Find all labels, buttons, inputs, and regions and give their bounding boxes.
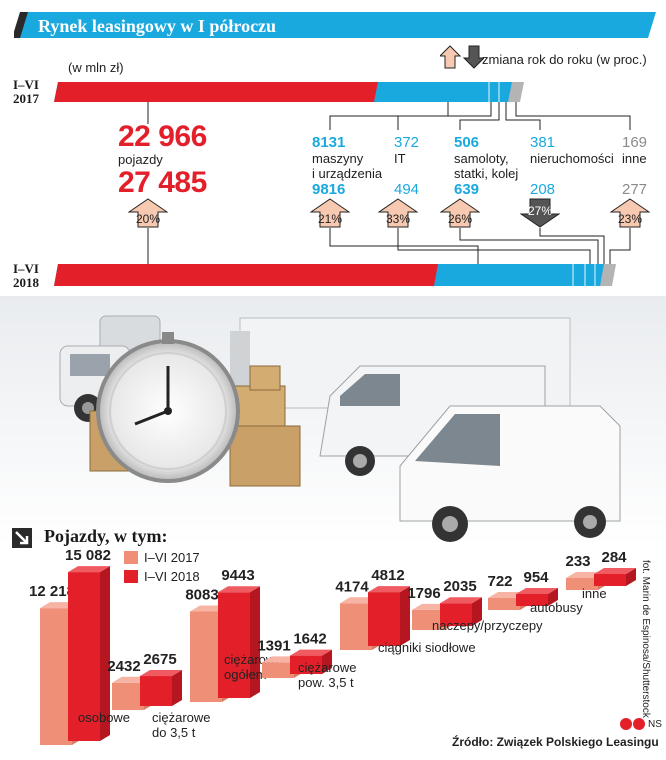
category-label: ciężarowe pow. 3,5 t	[298, 660, 357, 690]
category-label: ciężarowe do 3,5 t	[152, 710, 211, 740]
category-label: ciągniki siodłowe	[378, 640, 476, 655]
segment-value-2017: 381	[530, 134, 556, 151]
bar-2018-6	[516, 588, 558, 606]
segment-label: maszyny i urządzenia	[312, 151, 383, 181]
segment-value-2017: 8131	[312, 134, 346, 151]
bar-value-label: 2675	[143, 651, 176, 668]
bar-value-label: 2035	[443, 578, 476, 595]
category-label: inne	[582, 586, 607, 601]
segment-value-2018: 9816	[312, 181, 346, 198]
year-label-2018: I–VI 2018	[12, 261, 39, 290]
category-label: naczepy/przyczepy	[432, 618, 543, 633]
segment-value-2017: 372	[394, 134, 420, 151]
bar-value-label: 15 082	[65, 547, 111, 564]
photo-credit: fot. Marin de Espinosa/Shutterstock	[640, 560, 651, 718]
bar-2018-4	[368, 586, 410, 646]
bar-2018-7	[594, 568, 636, 586]
publisher-logo: NS	[620, 718, 662, 730]
logo-text: NS	[648, 718, 662, 730]
bar-value-label: 233	[565, 553, 590, 570]
segment-machines-arrow-up-icon	[310, 198, 350, 228]
small-van-image	[399, 405, 621, 542]
bar-value-label: 2432	[107, 658, 140, 675]
arrow-up-icon	[440, 45, 462, 69]
vehicles-2017-value: 22 966	[118, 120, 207, 153]
bar-value-label: 9443	[221, 567, 254, 584]
photo-illustration	[0, 296, 666, 546]
chart-legend: I–VI 2017 I–VI 2018	[124, 550, 200, 584]
bar-value-label: 722	[487, 573, 512, 590]
bar-value-label: 284	[601, 549, 627, 566]
segment-it-arrow-up-icon	[378, 198, 418, 228]
segment-value-2018: 277	[622, 181, 648, 198]
bar-2018-3	[290, 649, 332, 674]
vehicles-bar-chart: 12 218 15 082 osobowe 2432 2675 ciężarowe do 3…	[29, 547, 636, 745]
legend-swatch	[124, 551, 138, 564]
bar-value-label: 4174	[335, 578, 369, 595]
legend-label: I–VI 2017	[144, 550, 200, 565]
bar-2018-0	[68, 566, 110, 741]
segment-realestate-arrow-down-icon	[520, 198, 560, 228]
vehicles-label: pojazdy	[118, 152, 163, 167]
bar-2018-1	[140, 670, 182, 706]
segment-it: 372 IT 494	[394, 134, 419, 198]
segment-transport-arrow-up-icon	[440, 198, 480, 228]
bar-value-label: 4812	[371, 567, 404, 584]
vehicles-change: 20%	[135, 212, 161, 226]
section-title: Pojazdy, w tym:	[44, 526, 168, 546]
title-bar	[14, 12, 656, 38]
segment-label: samoloty, statki, kolej	[454, 151, 519, 181]
segment-value-2018: 208	[530, 181, 556, 198]
legend-item-2018: I–VI 2018	[124, 569, 200, 584]
vehicles-2018-value: 27 485	[118, 166, 207, 199]
segment-value-2017: 506	[454, 134, 480, 151]
segment-value-2018: 639	[454, 181, 480, 198]
category-label: osobowe	[78, 710, 130, 725]
bar-value-label: 954	[523, 569, 549, 586]
connectors	[329, 102, 631, 264]
bar-value-label: 1796	[407, 585, 440, 602]
segment-other-arrow-up-icon	[610, 198, 650, 228]
source-note: Źródło: Związek Polskiego Leasingu	[452, 735, 659, 749]
legend-swatch	[124, 570, 138, 583]
legend-label: I–VI 2018	[144, 569, 200, 584]
segment-change: 27%	[527, 204, 553, 218]
bar-2018	[54, 264, 616, 286]
segment-realestate: 381 nieruchomości 208	[530, 134, 614, 198]
arrow-down-icon	[462, 45, 484, 69]
page-title: Rynek leasingowy w I półroczu	[38, 16, 277, 36]
bar-2018-2	[218, 586, 260, 698]
segment-value-2018: 494	[394, 181, 420, 198]
bar-2018-5	[440, 597, 482, 626]
segment-change: 33%	[385, 212, 411, 226]
bar-value-label: 1391	[257, 637, 290, 654]
legend-item-2017: I–VI 2017	[124, 550, 200, 565]
segment-transport: 506 samoloty, statki, kolej 639	[454, 134, 518, 198]
bar-2017	[54, 82, 524, 102]
composition-diagram	[54, 82, 631, 286]
logo-circle-icon	[633, 718, 645, 730]
segment-change: 23%	[617, 212, 643, 226]
segment-machines: 8131 maszyny i urządzenia 9816	[312, 134, 382, 198]
segment-label: nieruchomości	[530, 151, 614, 166]
clock-image	[96, 332, 240, 483]
yoy-legend-icons	[440, 45, 484, 69]
segment-value-2017: 169	[622, 134, 648, 151]
logo-circle-icon	[620, 718, 632, 730]
category-label: autobusy	[530, 600, 583, 615]
segment-label: inne	[622, 151, 647, 166]
segment-change: 26%	[447, 212, 473, 226]
segment-change: 21%	[317, 212, 343, 226]
section-arrow-icon	[12, 528, 32, 548]
yoy-legend-label: zmiana rok do roku (w proc.)	[482, 52, 647, 67]
bar-value-label: 1642	[293, 631, 326, 648]
segment-other: 169 inne 277	[622, 134, 647, 198]
segment-label: IT	[394, 151, 406, 166]
year-label-2017: I–VI 2017	[12, 77, 39, 106]
unit-label: (w mln zł)	[68, 60, 124, 75]
bar-value-label: 8083	[185, 586, 218, 603]
vehicles-change-arrow-up-icon	[128, 198, 168, 228]
bar-value-label: 12 218	[29, 583, 75, 600]
